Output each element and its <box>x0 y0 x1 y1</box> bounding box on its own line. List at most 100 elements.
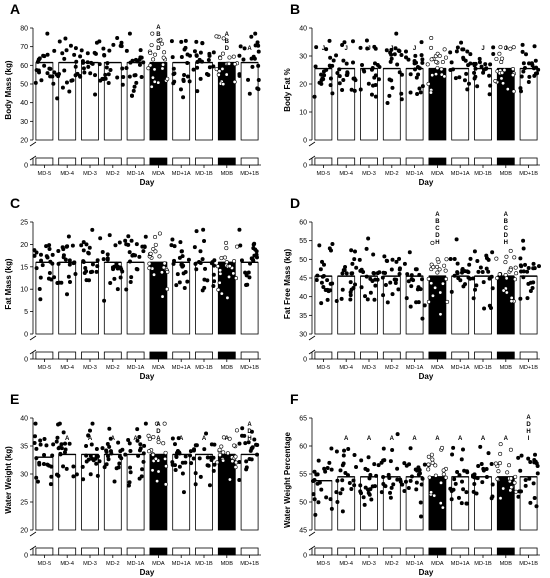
data-point <box>66 274 71 279</box>
bar-base <box>195 351 213 360</box>
data-point <box>115 266 120 271</box>
significance-label: C <box>435 226 440 232</box>
data-point <box>425 62 430 67</box>
data-point <box>489 274 494 279</box>
data-point <box>406 486 411 491</box>
data-point <box>394 31 399 36</box>
data-point <box>402 489 407 494</box>
data-point <box>450 452 455 457</box>
data-point <box>353 282 358 287</box>
significance-label: A <box>133 436 138 442</box>
data-point <box>459 40 464 45</box>
data-point <box>155 479 160 484</box>
x-tick-label: MD+1B <box>519 365 538 371</box>
data-point <box>435 264 440 269</box>
data-point <box>79 48 84 53</box>
data-point <box>391 482 396 487</box>
data-point <box>434 59 439 64</box>
x-tick-label: MD-3 <box>83 365 97 371</box>
significance-label: A <box>88 436 93 442</box>
data-point <box>448 50 453 55</box>
data-point <box>216 287 221 292</box>
data-point <box>83 265 88 270</box>
data-point <box>420 316 425 321</box>
data-point <box>157 231 162 236</box>
data-point <box>331 58 336 63</box>
data-point <box>409 273 414 278</box>
data-point <box>126 483 131 488</box>
data-point <box>460 270 465 275</box>
x-tick-label: MD-2 <box>106 365 120 371</box>
significance-label: D <box>526 422 531 428</box>
bar-base <box>81 157 99 166</box>
data-point <box>123 452 128 457</box>
data-point <box>463 282 468 287</box>
data-point <box>34 475 39 480</box>
data-point <box>238 243 243 248</box>
data-point <box>508 447 513 452</box>
panel-label: B <box>290 1 300 17</box>
data-point <box>484 466 489 471</box>
x-tick-label: MD-1A <box>127 561 145 567</box>
data-point <box>343 470 348 475</box>
data-point <box>317 243 322 248</box>
data-point <box>505 87 510 92</box>
data-point <box>429 490 434 495</box>
data-point <box>147 449 152 454</box>
x-tick-label: MD+1A <box>451 365 470 371</box>
data-point <box>532 44 537 49</box>
data-point <box>388 280 393 285</box>
data-point <box>151 246 156 251</box>
data-point <box>406 279 411 284</box>
bar-base <box>314 157 333 166</box>
data-point <box>376 463 381 468</box>
data-point <box>490 250 495 255</box>
data-point <box>90 262 95 267</box>
data-point <box>224 246 229 251</box>
data-point <box>471 276 476 281</box>
data-point <box>389 47 394 52</box>
data-point <box>521 275 526 280</box>
data-point <box>97 62 102 67</box>
data-point <box>341 453 346 458</box>
data-point <box>518 89 523 94</box>
data-point <box>34 68 39 73</box>
bar-mdb <box>217 453 236 531</box>
data-point <box>455 271 460 276</box>
data-point <box>246 77 251 82</box>
data-point <box>46 463 51 468</box>
data-point <box>232 443 237 448</box>
y-tick-label: 0 <box>24 553 28 560</box>
data-point <box>317 480 322 485</box>
data-point <box>327 288 332 293</box>
data-point <box>197 456 202 461</box>
data-point <box>54 439 59 444</box>
data-point <box>147 266 152 271</box>
data-point <box>244 467 249 472</box>
data-point <box>241 57 246 62</box>
significance-label: A <box>435 212 440 218</box>
data-point <box>41 461 46 466</box>
data-point <box>413 467 418 472</box>
data-point <box>470 473 475 478</box>
data-point <box>346 446 351 451</box>
data-point <box>238 44 243 49</box>
data-point <box>466 63 471 68</box>
data-point <box>368 472 373 477</box>
data-point <box>483 62 488 67</box>
data-point <box>369 92 374 97</box>
data-point <box>107 48 112 53</box>
data-point <box>105 256 110 261</box>
axis-break-mark <box>29 531 37 537</box>
data-point <box>141 60 146 65</box>
data-point <box>218 271 223 276</box>
data-point <box>310 479 315 484</box>
data-point <box>510 67 515 72</box>
data-point <box>313 512 318 517</box>
data-point <box>454 237 459 242</box>
data-point <box>314 45 319 50</box>
data-point <box>390 292 395 297</box>
data-point <box>86 433 91 438</box>
bar-md-1b <box>240 62 259 141</box>
data-point <box>179 249 184 254</box>
